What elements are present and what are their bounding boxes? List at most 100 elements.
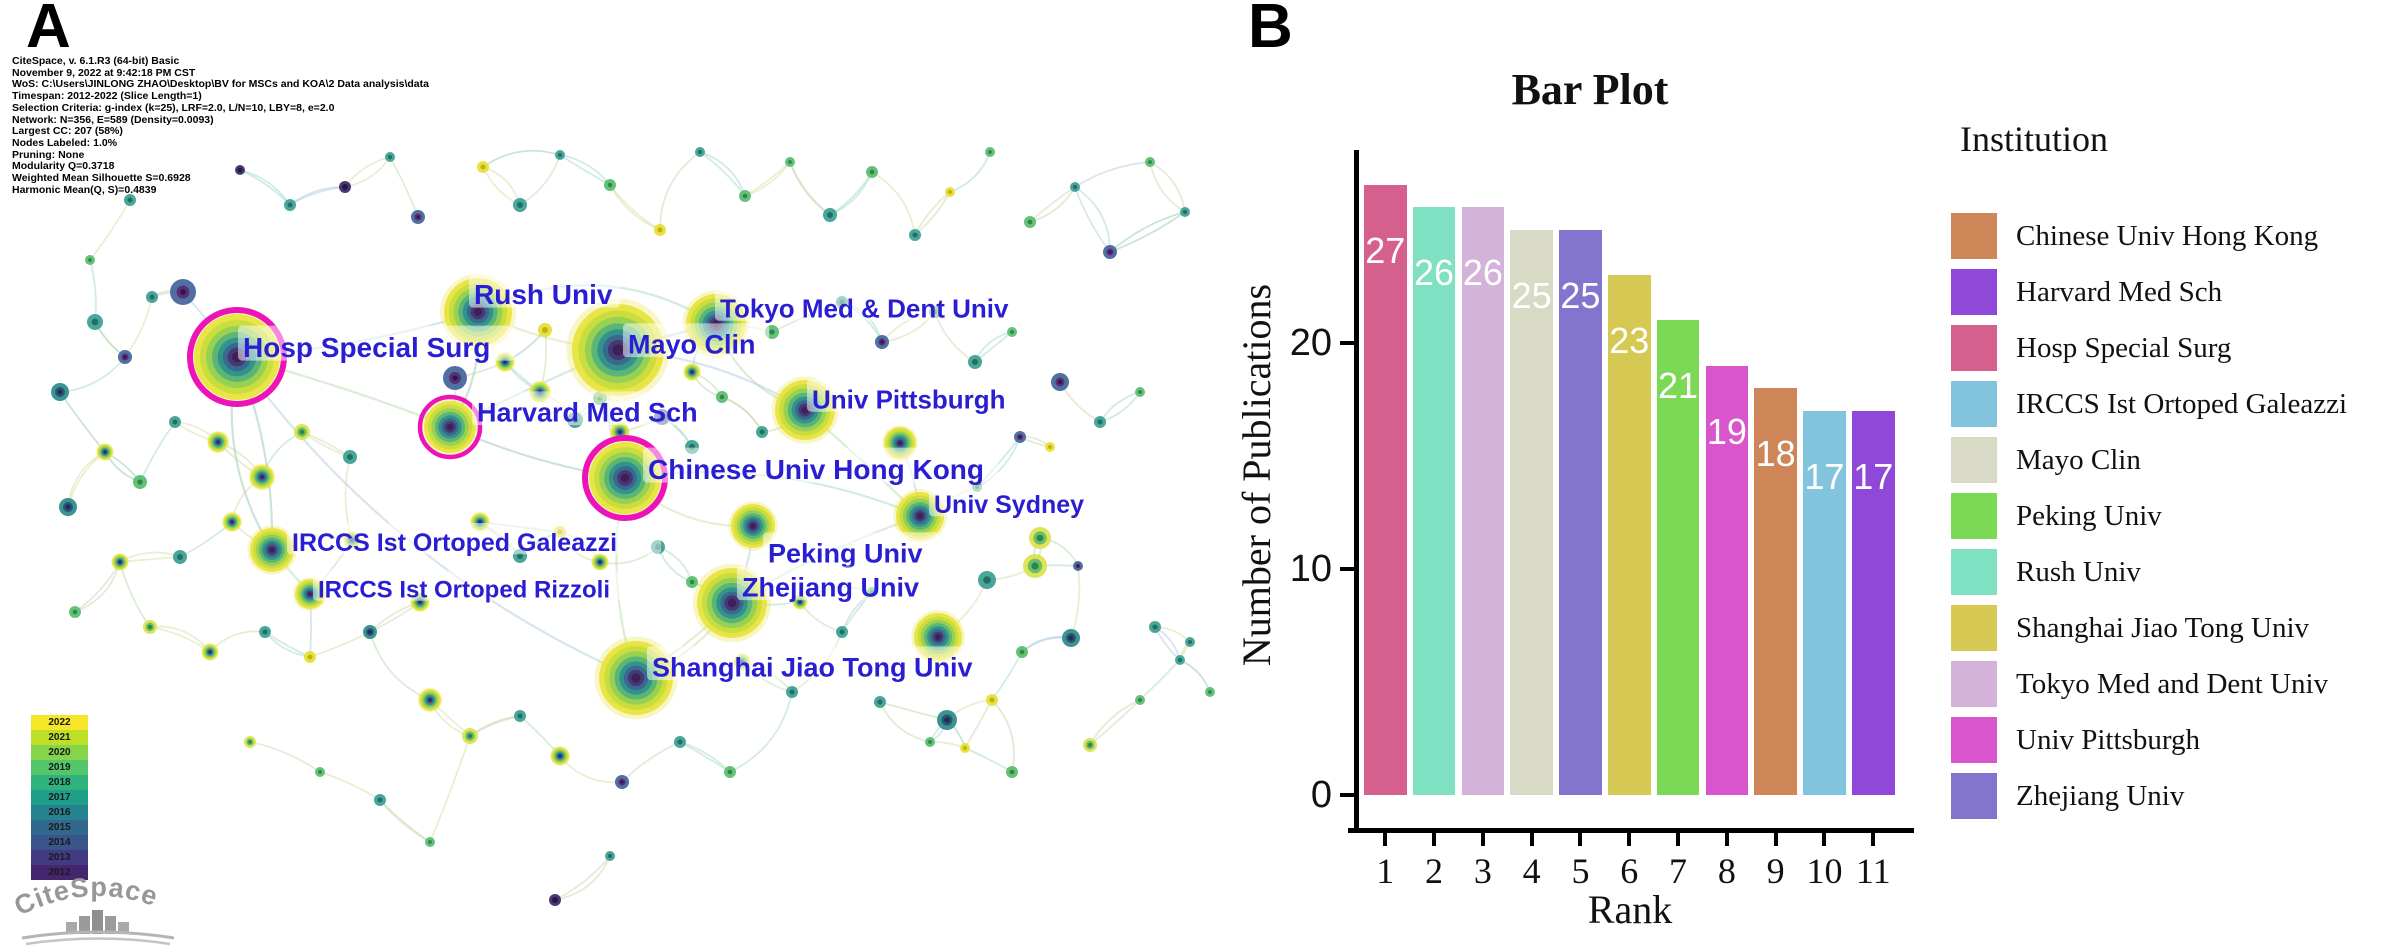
y-tick <box>1340 567 1356 571</box>
network-edge <box>829 171 873 216</box>
legend-row: Chinese Univ Hong Kong <box>1951 213 2391 259</box>
x-tick-label: 2 <box>1425 851 1444 891</box>
citespace-logo: CiteSpace <box>10 872 175 946</box>
node-label-halo <box>929 485 1093 517</box>
x-tick-label: 3 <box>1473 851 1492 891</box>
network-edge <box>124 296 153 358</box>
network-edge <box>389 156 419 218</box>
network-edge <box>67 451 106 508</box>
network-node <box>173 550 187 564</box>
node-label-halo <box>643 447 998 483</box>
network-node <box>683 363 701 381</box>
x-tick <box>1773 830 1778 846</box>
x-tick-label: 6 <box>1620 851 1639 891</box>
node-label-halo <box>737 566 944 601</box>
bar-value-label: 23 <box>1609 320 1650 362</box>
x-tick-label: 9 <box>1766 851 1785 891</box>
network-node <box>937 710 957 730</box>
legend-swatch <box>1951 717 1997 763</box>
network-node <box>221 511 243 533</box>
network-edge <box>89 259 97 323</box>
network-node <box>1073 561 1083 571</box>
network-edge <box>1149 161 1186 213</box>
x-axis-title: Rank <box>1587 887 1673 932</box>
network-node <box>294 424 310 440</box>
x-tick <box>1432 830 1437 846</box>
legend-label: Harvard Med Sch <box>2016 276 2223 308</box>
network-node <box>124 194 136 206</box>
network-node <box>51 383 69 401</box>
institution-node-label: IRCCS Ist Ortoped Rizzoli <box>318 577 610 604</box>
network-edge <box>699 151 746 197</box>
network-node <box>695 147 705 157</box>
network-edge <box>239 169 291 206</box>
network-node <box>1007 327 1017 337</box>
network-node <box>716 391 728 403</box>
x-tick <box>1627 830 1632 846</box>
bar-value-label: 26 <box>1414 252 1455 294</box>
network-edge <box>829 171 873 216</box>
network-node <box>1016 646 1028 658</box>
metadata-line: Harmonic Mean(Q, S)=0.4839 <box>12 183 157 196</box>
metadata-line: Modularity Q=0.3718 <box>12 160 115 173</box>
legend-row: Rush Univ <box>1951 549 2391 595</box>
network-edge <box>679 741 731 773</box>
legend-title: Institution <box>1960 119 2109 159</box>
network-edge <box>554 855 611 901</box>
network-node <box>909 229 921 241</box>
network-node <box>315 767 325 777</box>
network-node <box>686 576 698 588</box>
network-node <box>925 737 935 747</box>
network-edge <box>964 747 1013 773</box>
network-node <box>866 166 878 178</box>
network-edge <box>721 396 763 433</box>
network-edge <box>929 741 966 749</box>
year-band: 2020 <box>31 745 88 760</box>
network-edge <box>59 391 106 453</box>
network-node <box>555 150 565 160</box>
network-node <box>411 210 425 224</box>
network-node <box>170 279 196 305</box>
node-label-halo <box>472 391 709 426</box>
legend-swatch <box>1951 661 1997 707</box>
x-tick-label: 8 <box>1717 851 1736 891</box>
network-node <box>1062 629 1080 647</box>
panel-b-letter: B <box>1248 0 1293 61</box>
year-band: 2015 <box>31 820 88 835</box>
legend-label: Chinese Univ Hong Kong <box>2016 220 2319 252</box>
network-node <box>514 710 526 722</box>
network-node <box>785 157 795 167</box>
year-band: 2012 <box>31 865 88 880</box>
network-edge <box>469 715 521 737</box>
node-label-halo <box>715 288 1031 321</box>
network-edge <box>249 741 321 773</box>
network-edge <box>1109 211 1186 253</box>
network-edge <box>721 396 763 433</box>
institution-node-label: Harvard Med Sch <box>477 398 698 428</box>
chart-title: Bar Plot <box>1511 65 1669 114</box>
legend-swatch <box>1951 605 1997 651</box>
network-node <box>85 255 95 265</box>
network-node <box>259 626 271 638</box>
institution-node-label: Shanghai Jiao Tong Univ <box>652 653 973 683</box>
network-edge <box>871 171 916 236</box>
network-node <box>284 199 296 211</box>
x-tick-label: 5 <box>1571 851 1590 891</box>
legend-label: Peking Univ <box>2016 500 2162 532</box>
network-node <box>69 606 81 618</box>
network-edge <box>379 799 431 843</box>
institution-node <box>893 489 947 543</box>
network-node <box>1175 655 1185 665</box>
network-node <box>1024 216 1036 228</box>
network-edge <box>59 356 126 393</box>
citespace-logo-text: CiteSpace <box>10 872 161 921</box>
x-tick <box>1480 830 1485 846</box>
year-band: 2022 <box>31 715 88 730</box>
network-node <box>674 736 686 748</box>
network-edge <box>289 186 346 206</box>
network-node <box>1006 766 1018 778</box>
network-edge <box>609 184 661 231</box>
x-tick <box>1871 830 1876 846</box>
metadata-line: Weighted Mean Silhouette S=0.6928 <box>12 172 191 185</box>
network-node <box>968 355 982 369</box>
